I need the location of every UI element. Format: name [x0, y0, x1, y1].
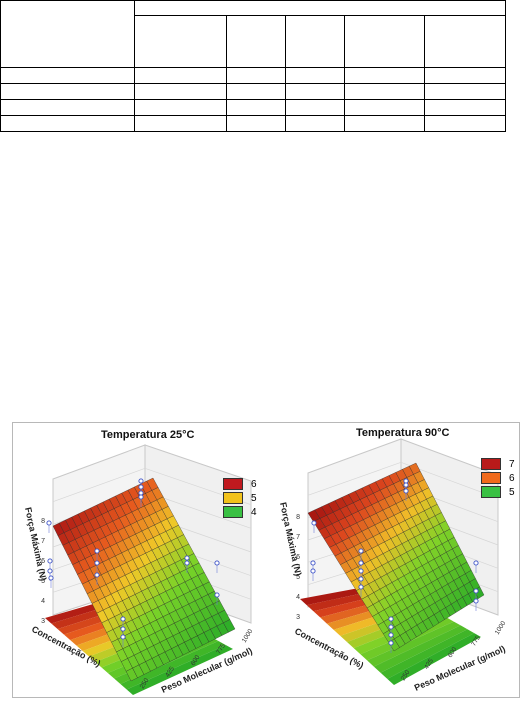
- legend-item: 6: [481, 471, 515, 485]
- data-point: [311, 520, 317, 526]
- legend-swatch: [223, 478, 243, 490]
- data-point: [310, 568, 316, 574]
- z-tick-label: 5: [296, 574, 300, 581]
- data-point: [358, 584, 364, 590]
- data-point: [120, 616, 126, 622]
- table-row: [0, 115, 507, 132]
- table-header-cell: [423, 15, 507, 68]
- y-tick-label: 250: [139, 677, 151, 690]
- table-row: [0, 99, 507, 116]
- data-point: [358, 568, 364, 574]
- data-point: [46, 520, 52, 526]
- table-row: [0, 83, 507, 100]
- data-point: [94, 572, 100, 578]
- data-point: [47, 568, 53, 574]
- floor-contour-band: [380, 629, 475, 679]
- data-point: [138, 484, 144, 490]
- z-tick-label: 7: [41, 538, 45, 545]
- table-header-cell: [285, 15, 345, 68]
- data-point: [138, 494, 144, 500]
- table-corner-cell: [0, 0, 135, 68]
- y-tick-label: 775: [215, 642, 227, 655]
- y-tick-label: 600: [190, 654, 202, 667]
- data-point: [184, 555, 190, 561]
- legend-item: 7: [481, 457, 515, 471]
- data-point: [403, 488, 409, 494]
- floor-contour-band: [387, 633, 481, 685]
- data-point: [358, 560, 364, 566]
- table-header-group-cell: [133, 0, 507, 16]
- legend-item: 4: [223, 505, 257, 519]
- z-tick-label: 6: [296, 554, 300, 561]
- table-header-cell: [344, 15, 425, 68]
- legend: 7 6 5: [481, 457, 515, 499]
- table-header-cell: [226, 15, 286, 68]
- floor-contour-band: [367, 621, 461, 667]
- data-point: [94, 560, 100, 566]
- z-tick-label: 3: [296, 614, 300, 621]
- legend-swatch: [481, 486, 501, 498]
- surface-plots-figure: Temperatura 25°C 3 4 5 6 7 8 250 425 600 775 1000 F…: [12, 422, 520, 698]
- data-point: [358, 576, 364, 582]
- surface-cell: [223, 619, 236, 633]
- y-tick-label: 1000: [241, 628, 255, 644]
- z-tick-label: 8: [41, 518, 45, 525]
- plot-title: Temperatura 25°C: [101, 429, 195, 441]
- data-point: [184, 560, 190, 566]
- data-point: [473, 560, 479, 566]
- grid-line: [52, 467, 252, 505]
- z-tick-label: 4: [41, 598, 45, 605]
- floor-contour-band: [120, 641, 226, 690]
- z-tick-label: 7: [296, 534, 300, 541]
- y-tick-label: 425: [423, 657, 435, 670]
- legend-swatch: [223, 506, 243, 518]
- data-point: [120, 626, 126, 632]
- data-point: [388, 616, 394, 622]
- legend-swatch: [223, 492, 243, 504]
- y-tick-label: 600: [447, 646, 459, 659]
- z-tick-label: 4: [296, 594, 300, 601]
- legend-swatch: [481, 458, 501, 470]
- z-tick-label: 3: [41, 618, 45, 625]
- legend-swatch: [481, 472, 501, 484]
- legend-item: 6: [223, 477, 257, 491]
- floor-contour-band: [126, 645, 233, 695]
- floor-contour-band: [373, 625, 468, 673]
- data-table: [0, 0, 507, 132]
- data-point: [47, 558, 53, 564]
- data-point: [388, 632, 394, 638]
- data-point: [310, 560, 316, 566]
- y-tick-label: 425: [164, 665, 176, 678]
- data-point: [473, 598, 479, 604]
- z-tick-label: 6: [41, 558, 45, 565]
- legend-item: 5: [223, 491, 257, 505]
- z-tick-label: 5: [41, 578, 45, 585]
- table-row: [0, 67, 507, 84]
- data-point: [214, 592, 220, 598]
- data-point: [120, 634, 126, 640]
- data-point: [388, 624, 394, 630]
- data-point: [403, 482, 409, 488]
- y-tick-label: 775: [470, 634, 482, 647]
- z-tick-label: 8: [296, 514, 300, 521]
- plot-title: Temperatura 90°C: [356, 427, 450, 439]
- data-point: [138, 478, 144, 484]
- legend: 6 5 4: [223, 477, 257, 519]
- table-header-cell: [134, 15, 227, 68]
- data-point: [358, 548, 364, 554]
- y-tick-label: 1000: [494, 620, 508, 636]
- data-point: [473, 588, 479, 594]
- data-point: [214, 560, 220, 566]
- data-point: [388, 640, 394, 646]
- y-tick-label: 250: [400, 669, 412, 682]
- grid-line: [307, 461, 499, 499]
- legend-item: 5: [481, 485, 515, 499]
- data-point: [48, 575, 54, 581]
- data-point: [94, 548, 100, 554]
